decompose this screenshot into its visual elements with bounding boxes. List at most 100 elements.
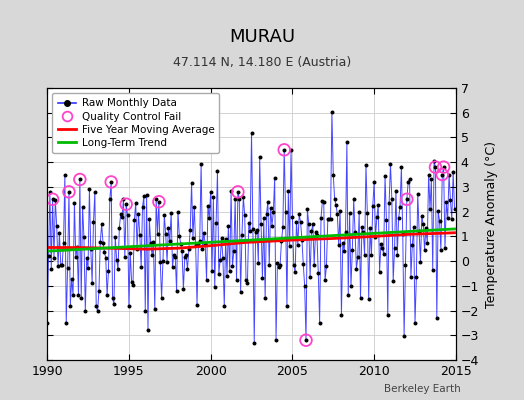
Point bbox=[107, 179, 115, 185]
Point bbox=[265, 262, 274, 269]
Point bbox=[230, 248, 238, 254]
Point bbox=[433, 315, 441, 321]
Point bbox=[102, 254, 110, 261]
Point bbox=[384, 312, 392, 319]
Point bbox=[283, 302, 291, 309]
Point bbox=[347, 283, 355, 290]
Point bbox=[194, 240, 203, 247]
Point bbox=[74, 292, 83, 298]
Point bbox=[77, 295, 85, 301]
Point bbox=[297, 219, 305, 225]
Point bbox=[422, 225, 430, 232]
Point bbox=[447, 216, 456, 222]
Point bbox=[114, 266, 122, 272]
Point bbox=[96, 239, 104, 245]
Point bbox=[170, 252, 178, 258]
Point bbox=[85, 186, 94, 192]
Point bbox=[66, 302, 74, 309]
Point bbox=[122, 201, 130, 208]
Point bbox=[228, 263, 237, 270]
Point bbox=[259, 215, 268, 222]
Point bbox=[181, 254, 189, 260]
Point bbox=[155, 198, 163, 205]
Point bbox=[201, 240, 210, 247]
Point bbox=[266, 205, 275, 211]
Point bbox=[402, 196, 411, 202]
Point bbox=[431, 164, 440, 170]
Point bbox=[401, 261, 410, 268]
Point bbox=[149, 239, 158, 246]
Point bbox=[110, 301, 118, 308]
Point bbox=[303, 206, 312, 213]
Point bbox=[55, 230, 63, 236]
Point bbox=[416, 259, 424, 266]
Point bbox=[348, 246, 356, 253]
Point bbox=[415, 227, 423, 234]
Point bbox=[48, 196, 57, 202]
Point bbox=[134, 211, 143, 217]
Point bbox=[148, 252, 156, 258]
Point bbox=[344, 292, 353, 298]
Point bbox=[133, 246, 141, 252]
Point bbox=[263, 211, 271, 217]
Point bbox=[434, 208, 442, 214]
Point bbox=[411, 320, 419, 326]
Point bbox=[58, 262, 67, 268]
Point bbox=[268, 222, 276, 229]
Point bbox=[420, 247, 429, 253]
Point bbox=[84, 265, 92, 272]
Point bbox=[209, 194, 217, 200]
Point bbox=[343, 139, 351, 146]
Point bbox=[195, 238, 204, 244]
Point bbox=[290, 262, 298, 268]
Point bbox=[179, 286, 188, 292]
Point bbox=[118, 214, 126, 220]
Point bbox=[291, 269, 299, 275]
Point bbox=[161, 231, 170, 237]
Point bbox=[164, 225, 172, 231]
Point bbox=[231, 196, 239, 202]
Point bbox=[361, 252, 369, 258]
Point bbox=[249, 226, 257, 232]
Point bbox=[426, 206, 434, 212]
Y-axis label: Temperature Anomaly (°C): Temperature Anomaly (°C) bbox=[485, 140, 498, 308]
Point bbox=[320, 199, 328, 206]
Point bbox=[300, 283, 309, 289]
Point bbox=[215, 270, 223, 277]
Point bbox=[177, 240, 185, 247]
Point bbox=[197, 160, 205, 167]
Point bbox=[430, 158, 438, 165]
Point bbox=[47, 265, 56, 272]
Point bbox=[337, 312, 346, 319]
Legend: Raw Monthly Data, Quality Control Fail, Five Year Moving Average, Long-Term Tren: Raw Monthly Data, Quality Control Fail, … bbox=[52, 93, 220, 153]
Point bbox=[116, 211, 125, 217]
Point bbox=[223, 272, 231, 279]
Point bbox=[239, 194, 247, 200]
Point bbox=[108, 295, 117, 301]
Point bbox=[95, 288, 103, 294]
Point bbox=[358, 224, 366, 230]
Point bbox=[352, 266, 361, 272]
Point bbox=[245, 220, 253, 227]
Point bbox=[70, 199, 79, 206]
Point bbox=[419, 221, 428, 228]
Point bbox=[356, 295, 365, 301]
Point bbox=[232, 277, 241, 284]
Point bbox=[317, 215, 325, 222]
Point bbox=[119, 196, 128, 202]
Point bbox=[441, 245, 449, 252]
Point bbox=[69, 292, 77, 298]
Point bbox=[275, 264, 283, 270]
Point bbox=[48, 196, 57, 202]
Point bbox=[234, 189, 242, 195]
Point bbox=[325, 216, 333, 222]
Point bbox=[331, 196, 339, 202]
Point bbox=[440, 164, 448, 170]
Point bbox=[280, 147, 288, 153]
Point bbox=[211, 284, 219, 290]
Point bbox=[402, 196, 411, 202]
Point bbox=[182, 252, 190, 258]
Point bbox=[386, 161, 395, 168]
Point bbox=[328, 108, 336, 115]
Point bbox=[304, 221, 313, 227]
